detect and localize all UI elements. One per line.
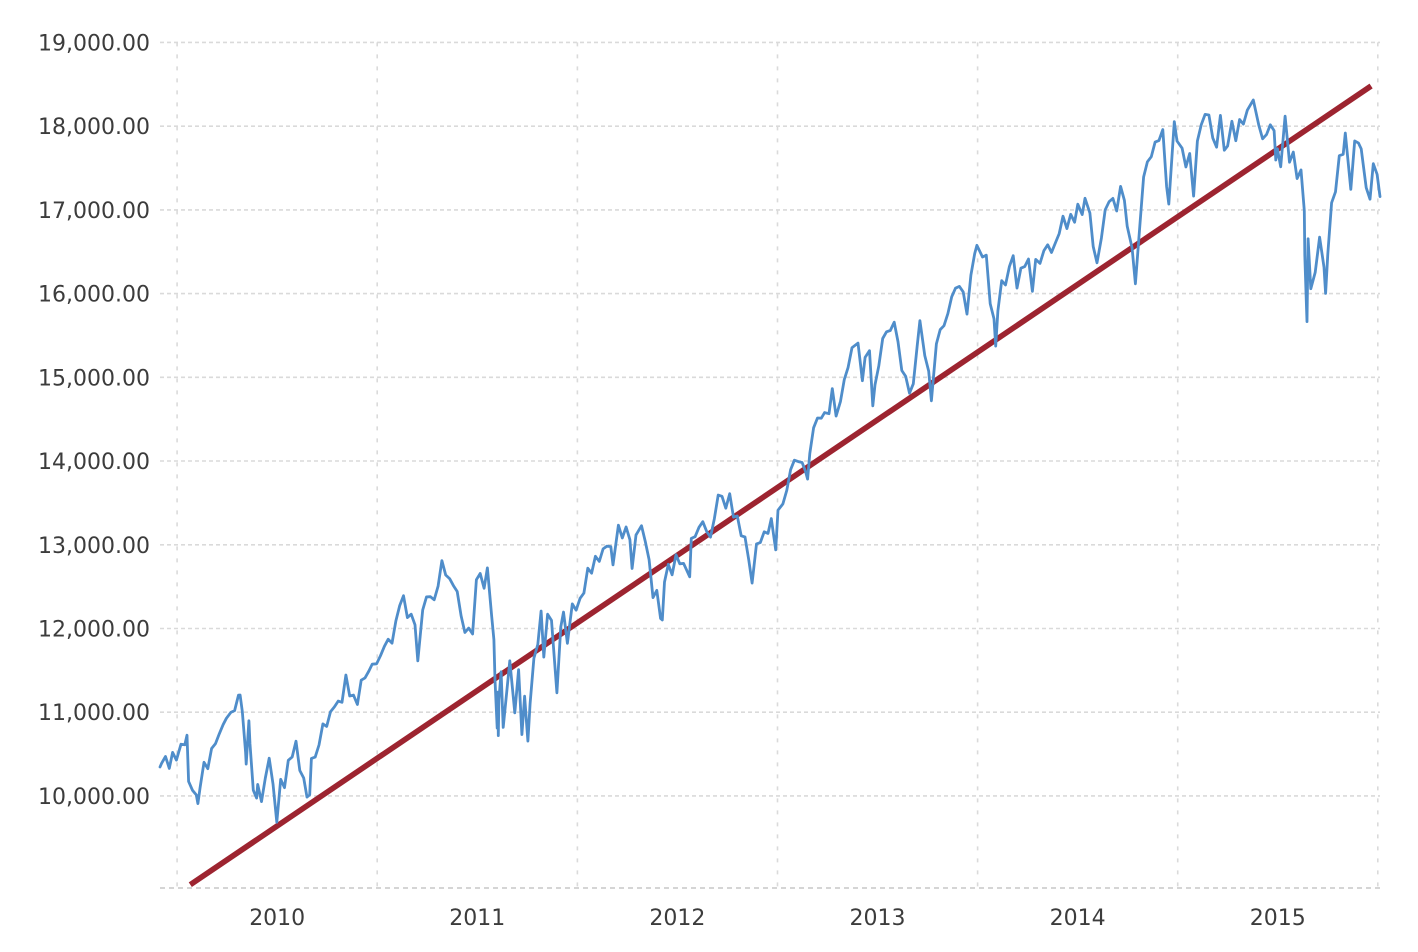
x-tick-label: 2013 [850,906,906,931]
y-tick-label: 12,000.00 [38,618,150,643]
y-tick-label: 17,000.00 [38,199,150,224]
x-tick-label: 2010 [249,906,305,931]
y-tick-label: 19,000.00 [38,31,150,56]
y-tick-label: 15,000.00 [38,366,150,391]
x-tick-label: 2011 [449,906,505,931]
y-tick-label: 14,000.00 [38,450,150,475]
y-tick-label: 18,000.00 [38,115,150,140]
trend-line [188,83,1373,888]
y-tick-label: 13,000.00 [38,534,150,559]
y-tick-label: 10,000.00 [38,785,150,810]
x-tick-label: 2014 [1050,906,1106,931]
x-tick-label: 2012 [649,906,705,931]
y-tick-label: 16,000.00 [38,283,150,308]
price-line-series [158,98,1382,824]
y-tick-label: 11,000.00 [38,701,150,726]
x-tick-label: 2015 [1250,906,1306,931]
